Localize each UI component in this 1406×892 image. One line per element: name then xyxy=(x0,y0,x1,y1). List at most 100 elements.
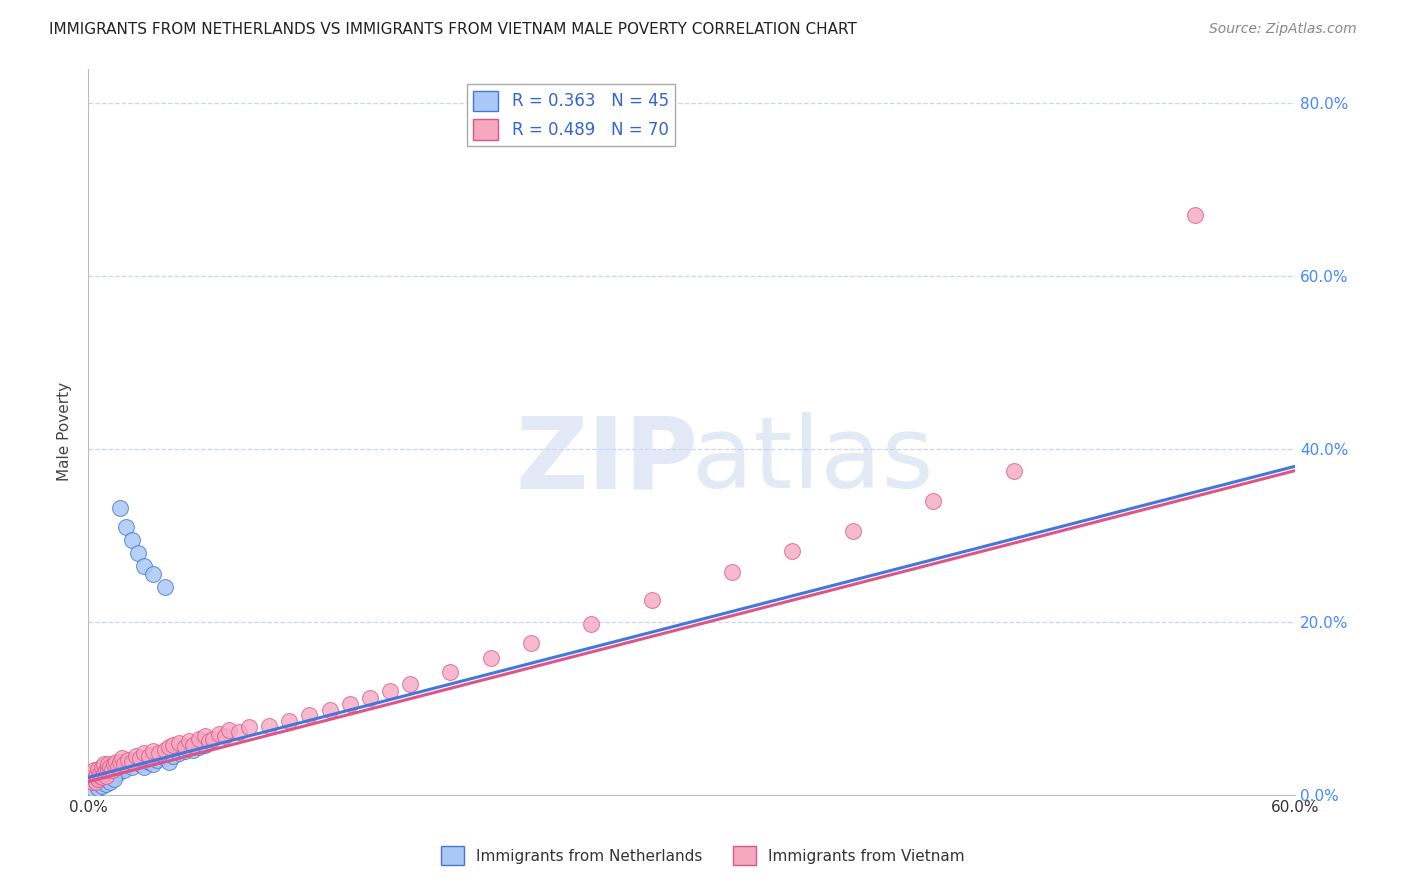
Point xyxy=(167,736,190,750)
Point xyxy=(82,766,104,780)
Point xyxy=(97,762,120,776)
Point xyxy=(129,757,152,772)
Point xyxy=(278,714,301,729)
Point xyxy=(579,616,602,631)
Point xyxy=(218,723,240,737)
Point xyxy=(83,783,105,797)
Point xyxy=(101,764,124,778)
Point xyxy=(214,729,236,743)
Point xyxy=(105,755,128,769)
Point xyxy=(194,738,217,752)
Text: Source: ZipAtlas.com: Source: ZipAtlas.com xyxy=(1209,22,1357,37)
Point xyxy=(134,558,156,573)
Point xyxy=(138,755,160,769)
Point xyxy=(167,746,190,760)
Point xyxy=(721,565,744,579)
Point xyxy=(98,760,121,774)
Point xyxy=(181,738,204,752)
Point xyxy=(89,766,111,780)
Point xyxy=(87,772,110,786)
Point xyxy=(79,772,101,786)
Point xyxy=(93,769,115,783)
Point xyxy=(257,718,280,732)
Y-axis label: Male Poverty: Male Poverty xyxy=(58,382,72,481)
Point xyxy=(121,760,143,774)
Point xyxy=(134,760,156,774)
Point xyxy=(121,533,143,547)
Point xyxy=(87,780,110,795)
Point xyxy=(141,744,163,758)
Point xyxy=(91,760,114,774)
Point xyxy=(112,764,135,778)
Point xyxy=(112,757,135,772)
Point xyxy=(439,665,461,679)
Point xyxy=(479,651,502,665)
Point xyxy=(187,731,209,746)
Point xyxy=(98,774,121,789)
Point xyxy=(148,746,170,760)
Point xyxy=(782,544,804,558)
Point xyxy=(125,755,148,769)
Point xyxy=(238,720,260,734)
Point xyxy=(162,748,184,763)
Point xyxy=(1184,209,1206,223)
Point xyxy=(93,766,115,780)
Point xyxy=(1002,463,1025,477)
Point xyxy=(157,755,180,769)
Point xyxy=(91,766,114,780)
Point xyxy=(107,760,129,774)
Point xyxy=(117,757,139,772)
Point xyxy=(110,762,132,776)
Point xyxy=(96,764,118,778)
Point xyxy=(194,729,217,743)
Point xyxy=(842,524,865,538)
Point xyxy=(181,743,204,757)
Point xyxy=(922,493,945,508)
Point xyxy=(84,774,107,789)
Point xyxy=(89,772,111,786)
Point xyxy=(228,725,250,739)
Point xyxy=(117,753,139,767)
Text: IMMIGRANTS FROM NETHERLANDS VS IMMIGRANTS FROM VIETNAM MALE POVERTY CORRELATION : IMMIGRANTS FROM NETHERLANDS VS IMMIGRANT… xyxy=(49,22,858,37)
Point xyxy=(82,771,104,785)
Point xyxy=(153,743,176,757)
Point xyxy=(127,546,149,560)
Point xyxy=(87,769,110,783)
Point xyxy=(173,740,195,755)
Point xyxy=(97,766,120,780)
Point xyxy=(339,697,361,711)
Point xyxy=(138,748,160,763)
Point xyxy=(640,593,662,607)
Point xyxy=(157,740,180,755)
Legend: R = 0.363   N = 45, R = 0.489   N = 70: R = 0.363 N = 45, R = 0.489 N = 70 xyxy=(467,84,675,146)
Point xyxy=(96,777,118,791)
Point xyxy=(83,774,105,789)
Point xyxy=(84,772,107,786)
Point xyxy=(110,500,132,515)
Text: atlas: atlas xyxy=(692,412,934,509)
Point xyxy=(201,731,224,746)
Point xyxy=(101,764,124,778)
Point xyxy=(98,762,121,776)
Point xyxy=(111,751,134,765)
Point xyxy=(208,727,231,741)
Point xyxy=(84,769,107,783)
Point xyxy=(198,734,221,748)
Legend: Immigrants from Netherlands, Immigrants from Vietnam: Immigrants from Netherlands, Immigrants … xyxy=(434,840,972,871)
Point xyxy=(141,567,163,582)
Point xyxy=(89,769,111,783)
Point xyxy=(103,772,125,786)
Point xyxy=(145,753,167,767)
Point xyxy=(121,755,143,769)
Point xyxy=(115,519,138,533)
Point xyxy=(110,755,132,769)
Point xyxy=(162,738,184,752)
Point xyxy=(103,757,125,772)
Point xyxy=(173,744,195,758)
Point xyxy=(520,636,543,650)
Point xyxy=(93,757,115,772)
Point xyxy=(399,677,422,691)
Point xyxy=(318,703,340,717)
Text: ZIP: ZIP xyxy=(516,412,699,509)
Point xyxy=(177,734,200,748)
